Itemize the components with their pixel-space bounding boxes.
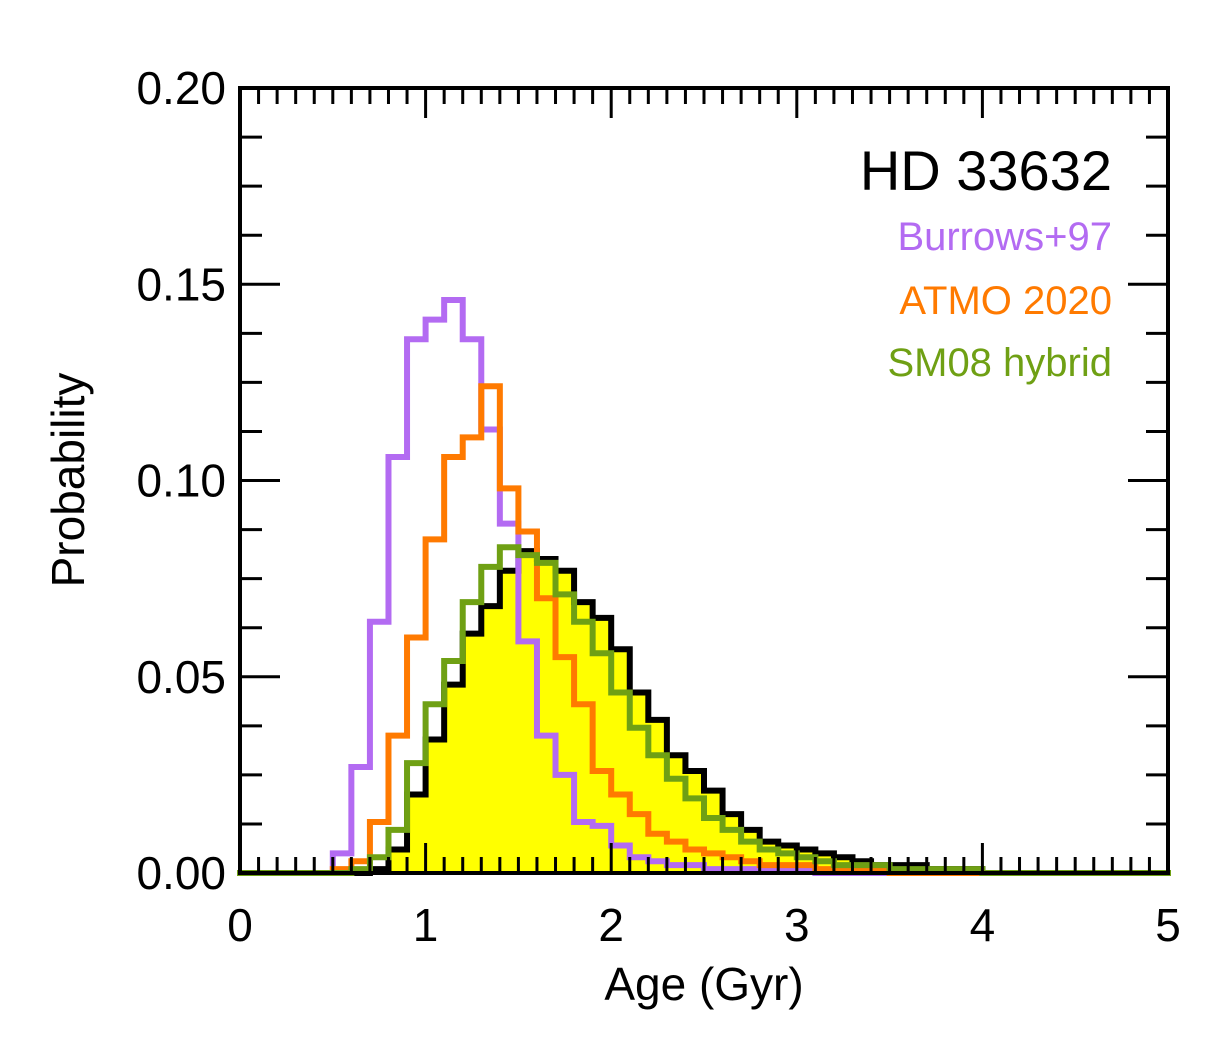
y-tick-label: 0.10 xyxy=(136,455,226,507)
plot-frame xyxy=(238,86,1170,875)
x-tick-label: 0 xyxy=(227,899,253,951)
star-name-annotation: HD 33632 xyxy=(860,139,1112,202)
hist-fill-posterior-bin-3 xyxy=(388,849,408,873)
hist-fill-posterior-bin-6 xyxy=(444,684,464,873)
tick-labels-layer: 0 1 2 3 4 5 0.00 0.05 0.10 0.15 0.20 xyxy=(136,62,1180,951)
hist-fill-posterior-bin-7 xyxy=(462,633,482,873)
legend-atmo2020: ATMO 2020 xyxy=(899,279,1112,323)
x-tick-label: 2 xyxy=(598,899,624,951)
x-tick-label: 1 xyxy=(413,899,439,951)
y-tick-label: 0.00 xyxy=(136,847,226,899)
hist-fill-posterior-bin-4 xyxy=(407,794,427,873)
hist-line-atmo-2020 xyxy=(237,383,1171,876)
hist-fill-posterior-bin-9 xyxy=(499,570,519,873)
hist-line-burrows-97 xyxy=(237,296,1171,876)
hist-fill-posterior-bin-13 xyxy=(574,602,594,873)
legend-burrows97: Burrows+97 xyxy=(897,215,1112,259)
hist-fill-posterior-bin-16 xyxy=(629,692,649,873)
y-tick-label: 0.05 xyxy=(136,651,226,703)
histogram-layer xyxy=(237,296,1171,876)
hist-fill-posterior-bin-15 xyxy=(611,649,631,873)
hist-fill-posterior-bin-8 xyxy=(481,606,501,873)
hist-fill-posterior-bin-10 xyxy=(518,551,538,873)
x-tick-label: 4 xyxy=(970,899,996,951)
ticks-layer xyxy=(238,86,1170,875)
legend-sm08-hybrid: SM08 hybrid xyxy=(887,341,1112,385)
y-tick-label: 0.15 xyxy=(136,258,226,310)
hist-fill-posterior-bin-14 xyxy=(592,617,612,873)
x-axis-title: Age (Gyr) xyxy=(604,958,803,1010)
y-axis-title: Probability xyxy=(42,373,94,588)
hist-fill-posterior-bin-12 xyxy=(555,570,575,873)
y-tick-label: 0.20 xyxy=(136,62,226,114)
hist-fill-posterior-bin-5 xyxy=(425,739,445,873)
x-tick-label: 3 xyxy=(784,899,810,951)
x-tick-label: 5 xyxy=(1155,899,1181,951)
hist-fill-posterior-bin-11 xyxy=(536,559,557,873)
